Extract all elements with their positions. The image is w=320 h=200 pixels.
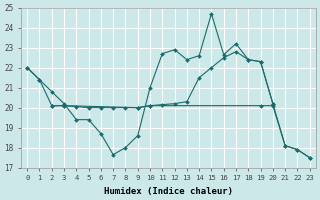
X-axis label: Humidex (Indice chaleur): Humidex (Indice chaleur) <box>104 187 233 196</box>
